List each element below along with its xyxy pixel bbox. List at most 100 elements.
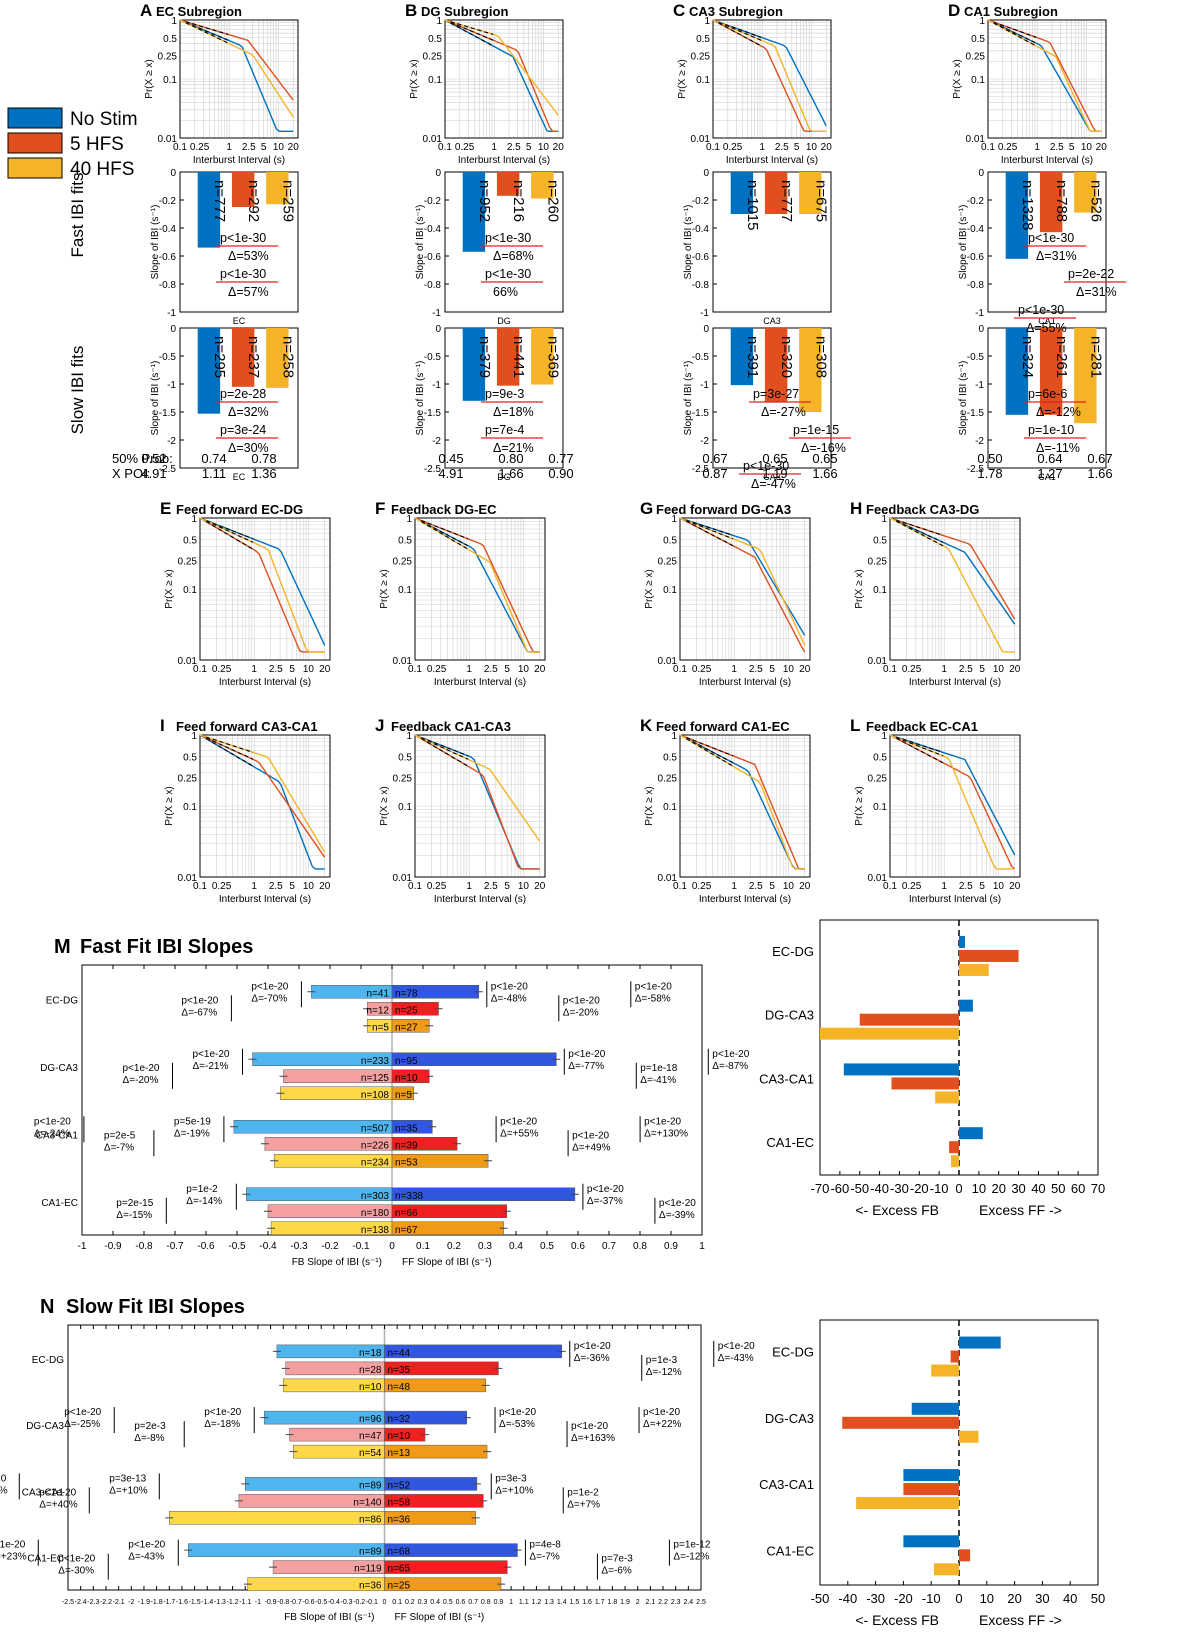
- prob-value: 0.67: [1087, 451, 1112, 466]
- y-tick-label: 0: [170, 324, 176, 335]
- stat-p-label: p<1e-30: [743, 459, 789, 473]
- stat-p-label: p=1e-2: [186, 1184, 218, 1195]
- stat-p-label: p=7e-3: [601, 1554, 633, 1565]
- x-tick-label: 5: [504, 881, 510, 892]
- x-axis-label-ff: FF Slope of IBI (s⁻¹): [395, 1612, 485, 1623]
- fb-n-label: n=47: [359, 1431, 382, 1442]
- poi-value: 1.66: [1087, 466, 1112, 481]
- stat-delta-label: Δ=-70%: [251, 993, 287, 1004]
- legend-label-no-stim: No Stim: [70, 109, 138, 130]
- x-tick-label: -2.1: [113, 1599, 125, 1606]
- axes-frame: [199, 734, 331, 878]
- y-tick-label: 0.1: [971, 75, 985, 86]
- ff-n-label: n=25: [388, 1581, 411, 1592]
- stat-delta-label: Δ=-67%: [181, 1007, 217, 1018]
- x-tick-label: 20: [1009, 664, 1021, 675]
- stat-delta-label: Δ=-21%: [193, 1061, 229, 1072]
- stat-delta-label: Δ=-27%: [761, 405, 806, 419]
- fit-line: [420, 521, 469, 550]
- x-tick-label: 1: [491, 142, 497, 153]
- fb-n-label: n=125: [361, 1073, 390, 1084]
- x-tick-label: 1.4: [557, 1599, 567, 1606]
- x-tick-label: -20: [910, 1181, 929, 1196]
- fb-n-label: n=108: [361, 1090, 390, 1101]
- x-tick-label: -0.8: [135, 1241, 153, 1252]
- stat-p-label: p<1e-20: [572, 1130, 609, 1141]
- x-tick-label: 0.25: [692, 881, 712, 892]
- panel-letter: H: [850, 499, 862, 518]
- bar-n-label: n=369: [544, 336, 561, 378]
- fit-line: [450, 21, 494, 41]
- stat-p-label: p<1e-20: [128, 1540, 165, 1551]
- x-tick-label: 10: [783, 881, 795, 892]
- fit-line: [896, 736, 944, 753]
- x-tick-label: 10: [303, 664, 315, 675]
- panel-title: Slow Fit IBI Slopes: [66, 1296, 245, 1318]
- stat-delta-label: Δ=-37%: [587, 1196, 623, 1207]
- x-tick-label: -0.8: [277, 1599, 289, 1606]
- y-tick-label: 1: [406, 731, 412, 742]
- x-axis-label: Interburst Interval (s): [193, 155, 285, 166]
- y-axis-label: Pr(X ≥ x): [164, 569, 175, 608]
- category-label-ca3-ca1: CA3-CA1: [759, 1477, 814, 1492]
- y-tick-label: -0.5: [967, 352, 985, 363]
- fb-n-label: n=36: [359, 1581, 382, 1592]
- bar-40-hfs: [266, 172, 289, 205]
- fb-bar: [169, 1511, 385, 1525]
- x-tick-label: 0.1: [408, 664, 422, 675]
- fit-line: [450, 21, 494, 35]
- y-tick-label: 0.25: [178, 774, 198, 785]
- prob-value: 0.74: [201, 451, 226, 466]
- stat-p-label: p=2e-5: [104, 1130, 136, 1141]
- y-tick-label: -2: [167, 436, 176, 447]
- grid: [414, 518, 545, 660]
- x-tick-label: 0.9: [494, 1599, 504, 1606]
- fb-n-label: n=138: [361, 1225, 390, 1236]
- y-tick-label: -2: [432, 436, 441, 447]
- x-axis-label: Interburst Interval (s): [434, 894, 526, 905]
- x-tick-label: 5: [979, 881, 985, 892]
- stat-p-label: p<1e-30: [1018, 303, 1064, 317]
- y-tick-label: 0.1: [696, 75, 710, 86]
- stat-delta-label: Δ=-8%: [134, 1433, 164, 1444]
- axes-frame: [199, 517, 331, 661]
- y-tick-label: 0.1: [183, 585, 197, 596]
- stat-p-label: p<1e-20: [499, 1407, 536, 1418]
- x-tick-label: 0.25: [190, 142, 210, 153]
- y-tick-label: 0.5: [398, 535, 412, 546]
- x-axis-label-ff: FF Slope of IBI (s⁻¹): [402, 1257, 492, 1268]
- category-label-dg-ca3: DG-CA3: [765, 1008, 814, 1023]
- poi-value: 1.11: [202, 466, 226, 481]
- x-tick-label: 0.25: [902, 881, 922, 892]
- x-tick-label: 5: [769, 664, 775, 675]
- x-tick-label: -2: [128, 1599, 134, 1606]
- ff-n-label: n=58: [388, 1497, 411, 1508]
- x-tick-label: 0.25: [427, 881, 447, 892]
- bar-40-hfs: [1074, 328, 1097, 424]
- x-tick-label: -0.1: [352, 1241, 370, 1252]
- x-tick-label: 5: [979, 664, 985, 675]
- panel-title: Feed forward CA1-EC: [656, 719, 790, 734]
- excess-bar-40-hfs: [959, 1430, 979, 1443]
- x-tick-label: -30: [866, 1591, 885, 1606]
- y-axis-label: Pr(X ≥ x): [379, 569, 390, 608]
- panel-title: Feedback EC-CA1: [866, 719, 978, 734]
- fb-n-label: n=96: [359, 1414, 382, 1425]
- x-axis-label-fb: FB Slope of IBI (s⁻¹): [292, 1257, 382, 1268]
- x-tick-label: 5: [1069, 142, 1075, 153]
- stat-p-label: p<1e-20: [587, 1184, 624, 1195]
- y-tick-label: -1: [167, 308, 176, 319]
- y-axis-label: Slope of IBI (s⁻¹): [150, 361, 161, 436]
- bar-5-hfs: [496, 172, 520, 196]
- x-tick-label: -50: [850, 1181, 869, 1196]
- stat-delta-label: Δ=57%: [228, 285, 269, 299]
- y-tick-label: 0.01: [178, 656, 198, 667]
- bar-5-hfs: [231, 328, 255, 387]
- x-tick-label: 0.1: [673, 664, 687, 675]
- stat-p-label: p=3e-24: [220, 423, 266, 437]
- x-axis-label: Interburst Interval (s): [699, 677, 791, 688]
- y-tick-label: 0.25: [868, 774, 888, 785]
- x-tick-label: 0.1: [193, 664, 207, 675]
